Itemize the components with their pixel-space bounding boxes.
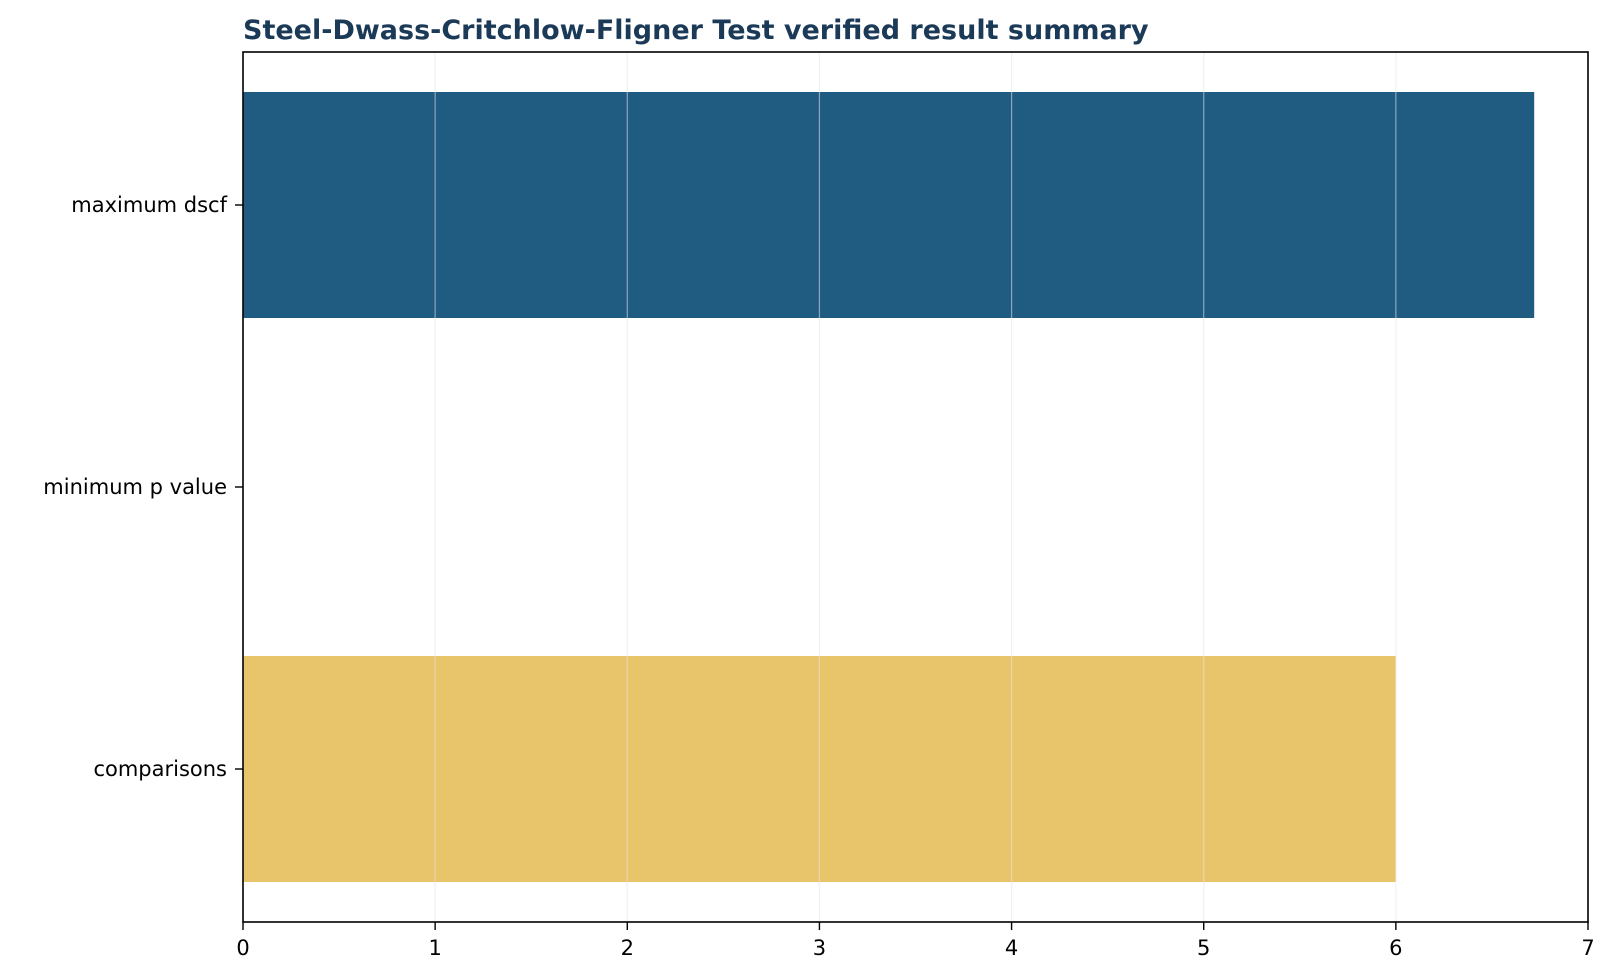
x-tick-label-3: 3 [813,936,826,960]
bar-layer [243,92,1535,882]
y-tick-label-minimum-p-value: minimum p value [43,475,227,499]
x-tick-label-6: 6 [1389,936,1402,960]
y-tick-label-comparisons: comparisons [93,757,227,781]
x-tick-label-2: 2 [621,936,634,960]
x-tick-label-0: 0 [236,936,249,960]
x-tick-label-1: 1 [428,936,441,960]
bar-maximum-dscf [243,92,1535,318]
axis-layer: 0 1 2 3 4 5 6 7 maximum dscf minimum p value compa… [43,51,1595,960]
y-tick-label-maximum-dscf: maximum dscf [71,193,227,217]
x-tick-label-4: 4 [1005,936,1018,960]
chart-title: Steel-Dwass-Critchlow-Fligner Test verif… [243,15,1149,46]
x-tick-label-7: 7 [1581,936,1594,960]
x-tick-label-5: 5 [1197,936,1210,960]
